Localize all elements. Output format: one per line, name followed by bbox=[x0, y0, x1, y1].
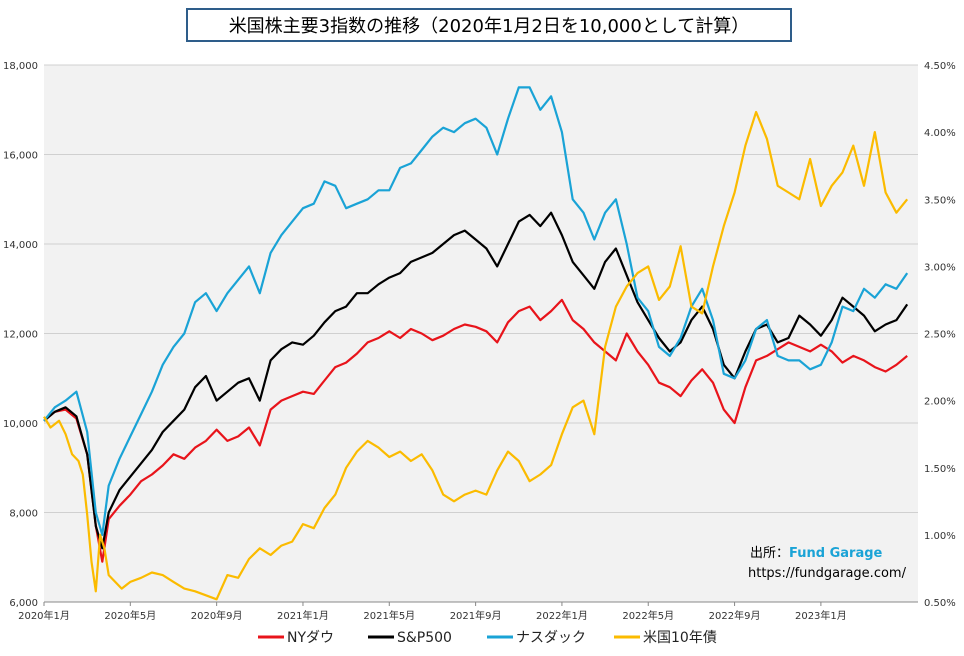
series-line-2 bbox=[43, 86, 909, 537]
y-right-tick-label: 4.00% bbox=[924, 128, 956, 139]
y-left-tick-label: 8,000 bbox=[9, 509, 38, 520]
legend: NYダウ S&P500 ナスダック 米国10年債 bbox=[258, 630, 717, 646]
x-tick-label: 2021年5月 bbox=[363, 609, 415, 622]
y-left-tick-label: 10,000 bbox=[3, 419, 38, 430]
legend-label: NYダウ bbox=[287, 630, 334, 646]
y-right-tick-label: 4.50% bbox=[924, 61, 956, 72]
y-right-tick-label: 3.50% bbox=[924, 195, 956, 206]
y-right-tick-label: 1.50% bbox=[924, 464, 956, 475]
x-tick-label: 2021年1月 bbox=[277, 609, 329, 622]
legend-label: S&P500 bbox=[397, 630, 452, 646]
y-left-tick-label: 12,000 bbox=[3, 330, 38, 341]
y-left-tick-label: 6,000 bbox=[9, 598, 38, 609]
x-tick-label: 2020年5月 bbox=[104, 609, 156, 622]
y-right-tick-label: 1.00% bbox=[924, 531, 956, 542]
series-line-0 bbox=[43, 298, 908, 563]
y-left-tick-label: 16,000 bbox=[3, 151, 38, 162]
source-label: 出所： bbox=[750, 546, 790, 561]
series-line-3 bbox=[43, 110, 909, 601]
x-tick-label: 2022年5月 bbox=[622, 609, 674, 622]
y-left-tick-label: 18,000 bbox=[3, 61, 38, 72]
series-lines bbox=[43, 86, 909, 601]
series-line-1 bbox=[43, 211, 909, 550]
legend-label: 米国10年債 bbox=[643, 630, 717, 646]
y-right-tick-label: 2.50% bbox=[924, 330, 956, 341]
y-right-tick-label: 3.00% bbox=[924, 262, 956, 273]
x-tick-label: 2020年1月 bbox=[18, 609, 70, 622]
axes: 6,000 8,000 10,000 12,000 14,000 16,000 18,000… bbox=[3, 61, 956, 622]
x-tick-label: 2020年9月 bbox=[191, 609, 243, 622]
source-url: https://fundgarage.com/ bbox=[748, 566, 906, 581]
x-tick-label: 2022年1月 bbox=[536, 609, 588, 622]
x-tick-label: 2021年9月 bbox=[450, 609, 502, 622]
x-tick-label: 2022年9月 bbox=[709, 609, 761, 622]
y-right-tick-label: 0.50% bbox=[924, 598, 956, 609]
source-credit: 出所：Fund Garage bbox=[750, 542, 882, 561]
chart-title: 米国株主要3指数の推移（2020年1月2日を10,000として計算） bbox=[186, 8, 792, 42]
y-right-tick-label: 2.00% bbox=[924, 397, 956, 408]
source-brand: Fund Garage bbox=[789, 546, 883, 561]
y-left-tick-label: 14,000 bbox=[3, 240, 38, 251]
legend-label: ナスダック bbox=[516, 630, 586, 646]
x-tick-label: 2023年1月 bbox=[795, 609, 847, 622]
